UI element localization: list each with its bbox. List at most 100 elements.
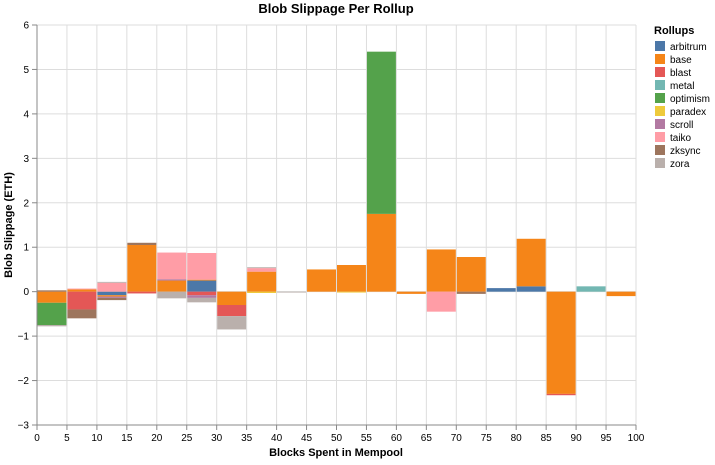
bar-zora (247, 267, 277, 269)
bar-blast (187, 291, 217, 296)
bar-base (396, 291, 426, 294)
y-tick-label: 2 (23, 198, 29, 209)
y-tick-label: −2 (18, 376, 30, 387)
legend-swatch-paradex (655, 106, 665, 116)
bar-scroll (187, 295, 217, 298)
bar-base (366, 213, 396, 292)
bar-zora (217, 316, 247, 330)
legend-swatch-zora (655, 158, 665, 168)
bar-taiko (97, 282, 127, 292)
bar-taiko (157, 252, 187, 280)
x-tick-label: 0 (34, 433, 40, 444)
y-tick-label: 6 (23, 21, 29, 32)
bar-base (516, 238, 546, 287)
y-tick-label: 3 (23, 154, 29, 165)
bar-zora (277, 291, 307, 293)
bar-zksync (127, 242, 157, 245)
bar-base (127, 245, 157, 292)
bar-zora (97, 281, 127, 283)
x-tick-label: 40 (271, 433, 283, 444)
legend-swatch-base (655, 54, 665, 64)
legend-swatch-scroll (655, 119, 665, 129)
bar-base (67, 289, 97, 292)
x-tick-label: 85 (541, 433, 553, 444)
legend-swatch-metal (655, 80, 665, 90)
x-tick-label: 35 (241, 433, 253, 444)
legend-swatch-blast (655, 67, 665, 77)
x-tick-label: 5 (64, 433, 70, 444)
bar-paradex (247, 291, 277, 293)
bar-base (247, 271, 277, 292)
bar-base (426, 249, 456, 292)
bar-metal (576, 286, 606, 292)
bar-scroll (97, 296, 127, 298)
bar-zora (37, 325, 67, 327)
legend-swatch-taiko (655, 132, 665, 142)
bar-base (456, 257, 486, 292)
x-tick-label: 30 (211, 433, 223, 444)
chart-title: Blob Slippage Per Rollup (258, 1, 413, 16)
x-tick-label: 65 (421, 433, 433, 444)
y-tick-label: −3 (18, 421, 30, 432)
bar-arbitrum (516, 286, 546, 292)
x-tick-label: 55 (361, 433, 373, 444)
bar-optimism (366, 51, 396, 214)
x-tick-label: 45 (301, 433, 313, 444)
x-tick-label: 50 (331, 433, 343, 444)
y-axis-label: Blob Slippage (ETH) (3, 172, 15, 278)
x-tick-label: 10 (91, 433, 103, 444)
bar-base (307, 269, 336, 292)
legend-label-metal: metal (670, 81, 694, 92)
bar-taiko (67, 288, 97, 290)
bar-blast (127, 291, 157, 294)
bar-base (337, 265, 366, 292)
bar-zksync (97, 297, 127, 301)
legend-label-arbitrum: arbitrum (670, 42, 707, 53)
bar-base (97, 295, 127, 297)
x-tick-label: 60 (391, 433, 403, 444)
bar-base (606, 291, 636, 297)
x-tick-label: 20 (151, 433, 163, 444)
y-tick-label: 0 (23, 287, 29, 298)
bar-taiko (187, 253, 217, 280)
legend-label-blast: blast (670, 68, 691, 79)
legend-title: Rollups (654, 25, 694, 37)
bar-zora (157, 291, 187, 299)
bar-arbitrum (187, 280, 217, 292)
bar-base (217, 291, 247, 305)
bar-base (187, 279, 217, 281)
x-axis-label: Blocks Spent in Mempool (269, 447, 403, 459)
bar-zksync (67, 309, 97, 319)
legend-label-zora: zora (670, 159, 690, 170)
legend-label-paradex: paradex (670, 107, 706, 118)
bar-arbitrum (486, 288, 516, 292)
legend-label-taiko: taiko (670, 133, 692, 144)
x-tick-label: 90 (571, 433, 583, 444)
bar-blast (67, 291, 97, 310)
y-tick-label: 5 (23, 65, 29, 76)
bar-scroll (157, 279, 187, 281)
y-tick-label: 1 (23, 243, 29, 254)
bar-optimism (37, 302, 67, 325)
legend: Rollups arbitrum base blast metal optimism pa… (654, 25, 710, 170)
y-tick-label: −1 (18, 332, 30, 343)
y-tick-label: 4 (23, 109, 29, 120)
bars (37, 51, 636, 396)
legend-swatch-zksync (655, 145, 665, 155)
bar-blast (546, 393, 576, 396)
legend-label-optimism: optimism (670, 94, 710, 105)
bar-zksync (456, 291, 486, 294)
bar-paradex (337, 291, 366, 293)
x-tick-label: 80 (511, 433, 523, 444)
x-tick-label: 100 (628, 433, 645, 444)
legend-swatch-arbitrum (655, 41, 665, 51)
x-tick-label: 15 (121, 433, 133, 444)
x-tick-label: 25 (181, 433, 193, 444)
x-tick-label: 95 (600, 433, 612, 444)
bar-arbitrum (97, 291, 127, 296)
grid (36, 24, 637, 426)
bar-zora (187, 297, 217, 303)
